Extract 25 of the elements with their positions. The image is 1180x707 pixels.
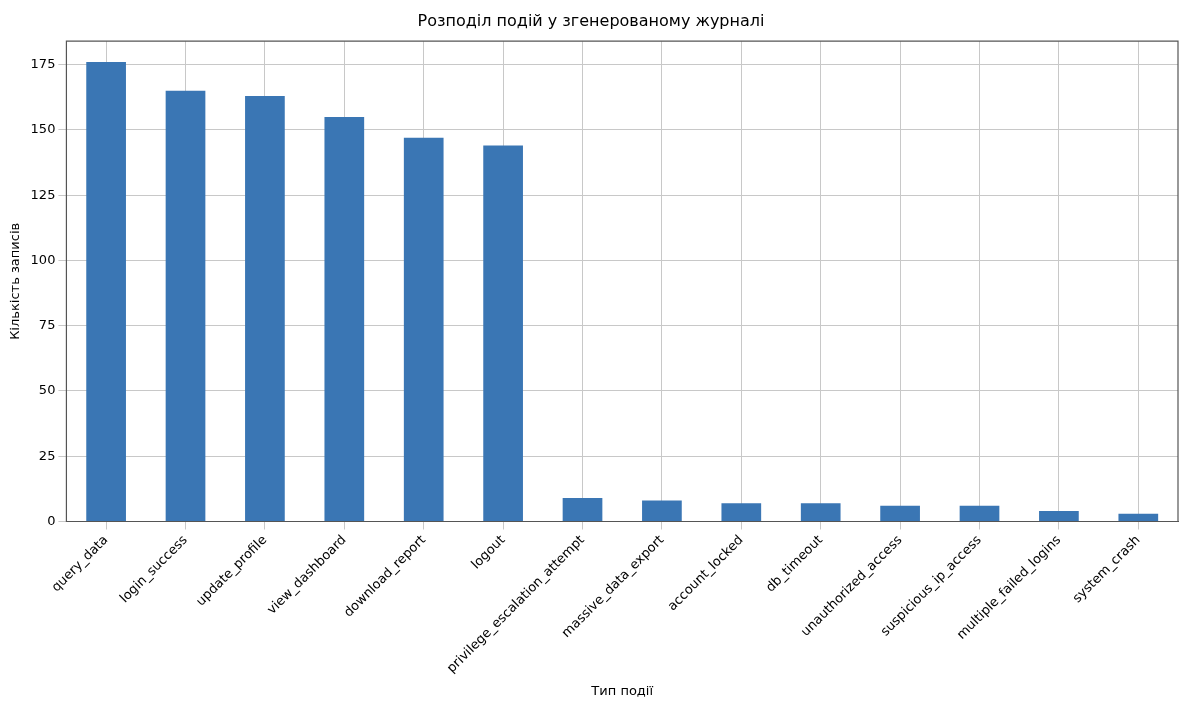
- y-tick-label: 125: [30, 186, 56, 202]
- y-axis-title: Кількість записів: [7, 222, 23, 340]
- y-tick-label: 100: [30, 251, 56, 267]
- bar: [165, 90, 206, 521]
- bar: [1039, 511, 1079, 521]
- y-tick-label: 175: [30, 56, 56, 72]
- bar: [245, 96, 285, 521]
- bar: [324, 116, 365, 521]
- y-tick-label: 75: [38, 317, 56, 333]
- bar: [959, 505, 1000, 521]
- bar: [562, 498, 603, 521]
- y-tick-label: 0: [47, 512, 56, 528]
- bar: [86, 62, 126, 521]
- bar: [721, 503, 762, 521]
- bar: [642, 500, 682, 521]
- bar: [1118, 513, 1159, 521]
- chart-title: Розподіл подій у згенерованому журналі: [417, 10, 765, 30]
- bar: [483, 145, 523, 521]
- bar: [880, 505, 920, 521]
- y-tick-label: 25: [38, 447, 56, 463]
- y-tick-label: 150: [30, 121, 56, 137]
- y-tick-label: 50: [38, 382, 56, 398]
- bar: [800, 503, 841, 521]
- x-axis-title: Тип події: [590, 682, 654, 698]
- bar: [403, 137, 444, 521]
